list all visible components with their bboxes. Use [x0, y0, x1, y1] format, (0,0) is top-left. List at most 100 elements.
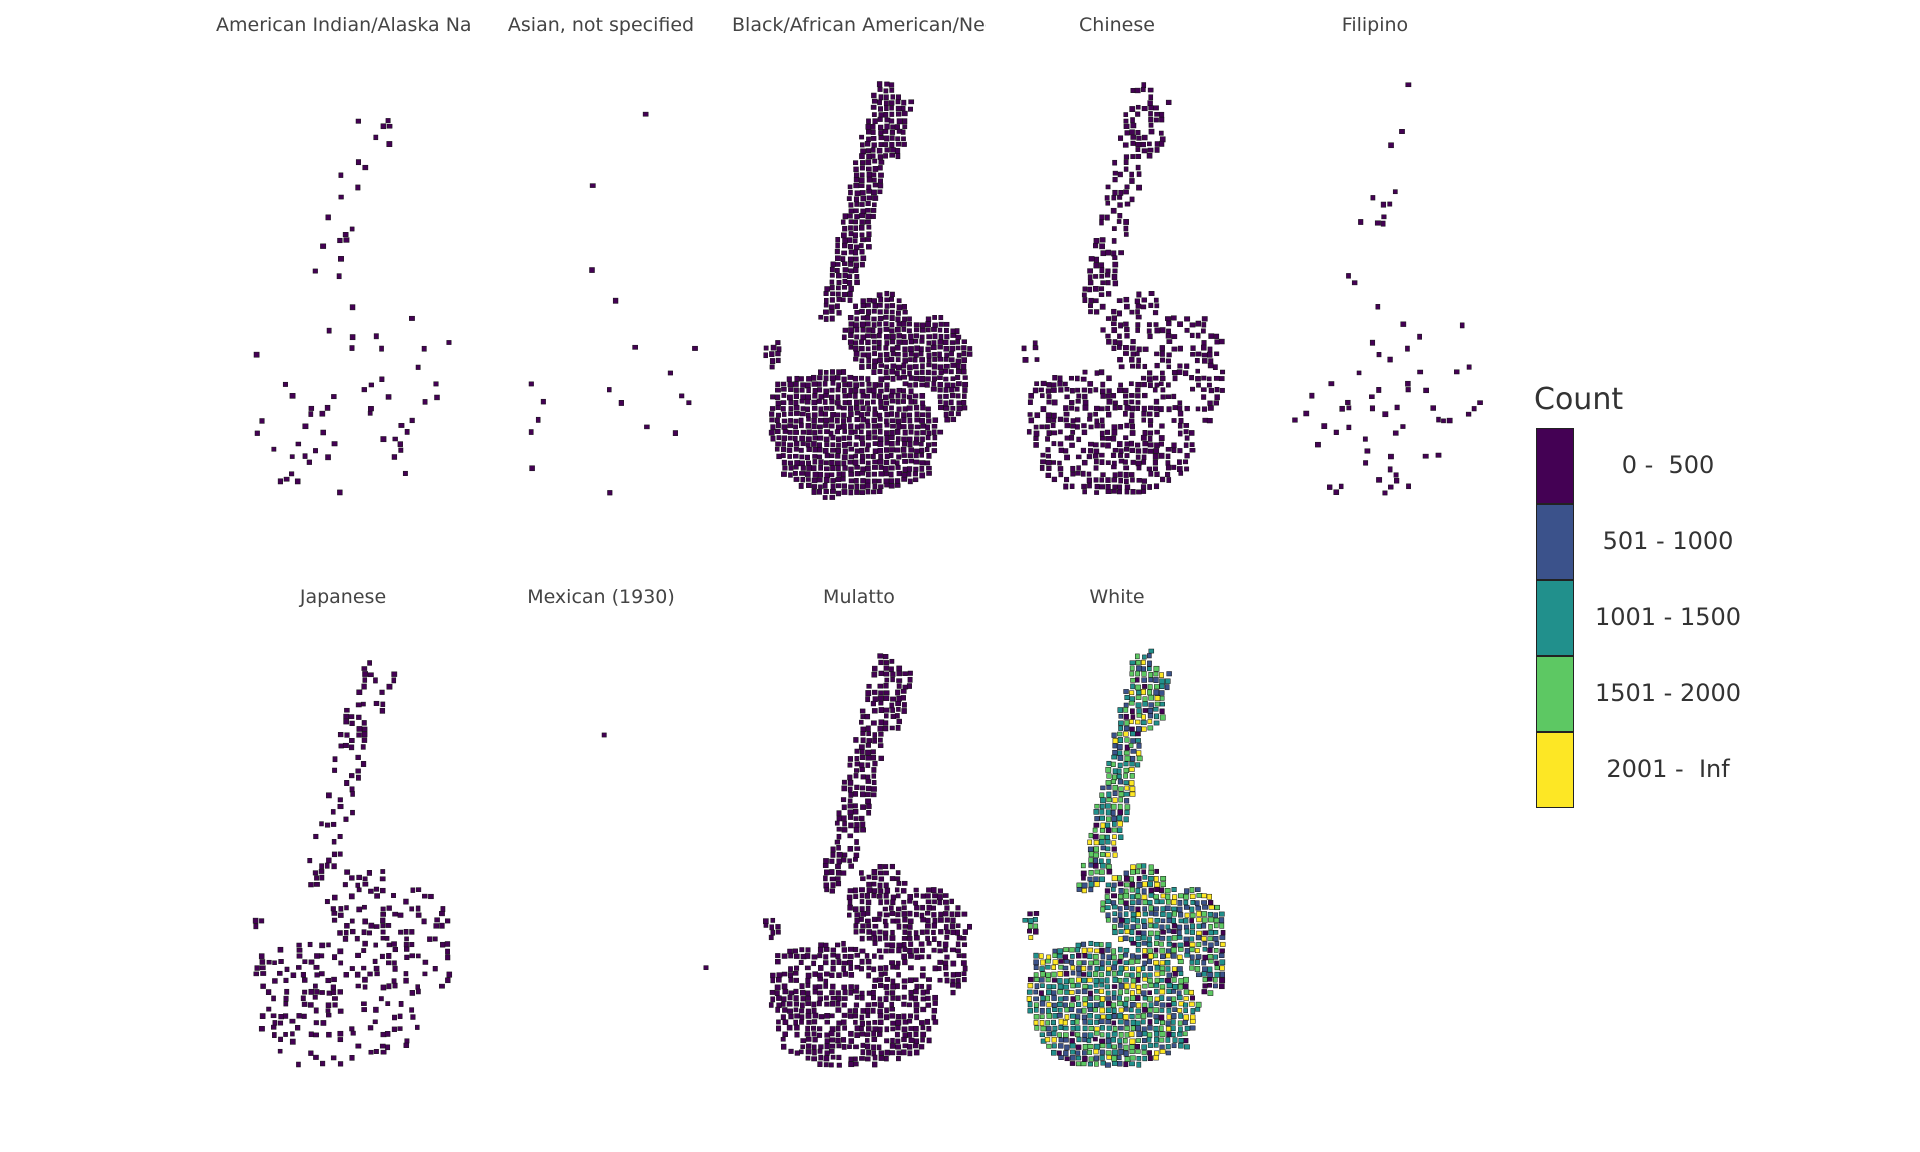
census-tract — [811, 489, 817, 495]
census-tract — [872, 435, 878, 440]
census-tract — [1118, 965, 1124, 972]
census-tract — [907, 924, 913, 930]
census-tract — [859, 364, 865, 370]
census-tract — [919, 983, 925, 989]
census-tract — [1105, 291, 1112, 297]
census-tract — [914, 436, 920, 442]
census-tract — [306, 459, 312, 465]
census-tract — [871, 112, 877, 117]
census-tract — [1159, 345, 1165, 351]
census-tract — [884, 382, 890, 388]
census-tract — [1189, 332, 1195, 338]
census-tract — [1153, 322, 1159, 327]
census-tract — [1128, 440, 1134, 447]
census-tract — [962, 387, 968, 393]
census-tract — [1183, 423, 1190, 428]
census-tract — [313, 1054, 319, 1060]
census-tract — [944, 934, 950, 940]
census-tract — [829, 375, 836, 382]
census-tract — [362, 976, 368, 983]
census-tract — [804, 953, 811, 959]
census-tract — [444, 941, 451, 947]
census-tract — [409, 929, 415, 935]
census-tract — [854, 274, 860, 279]
census-tract — [829, 1048, 835, 1054]
census-tract — [908, 995, 914, 1001]
census-tract — [391, 671, 398, 677]
census-tract — [949, 345, 956, 352]
census-tract — [1057, 989, 1064, 995]
census-tract — [1166, 320, 1172, 327]
census-tract — [877, 178, 883, 184]
census-tract — [823, 983, 829, 989]
census-tract — [1116, 219, 1122, 224]
census-tract — [1147, 1050, 1152, 1056]
census-tract — [1100, 423, 1105, 429]
census-tract — [1088, 303, 1093, 309]
census-tract — [956, 381, 962, 387]
census-tract — [1124, 905, 1129, 910]
census-tract — [1159, 978, 1165, 983]
census-tract — [871, 423, 878, 429]
census-tract — [1063, 947, 1069, 953]
census-tract — [914, 1014, 920, 1021]
census-tract — [793, 995, 799, 1002]
census-tract — [950, 989, 956, 996]
census-tract — [877, 423, 883, 429]
census-tract — [1040, 452, 1046, 458]
census-tract — [901, 417, 907, 423]
census-tract — [829, 387, 835, 393]
census-tract — [836, 959, 842, 965]
census-tract — [889, 666, 894, 672]
census-tract — [1153, 483, 1160, 490]
census-tract — [1147, 917, 1154, 924]
census-tract — [1135, 719, 1141, 725]
census-tract — [1136, 363, 1141, 369]
census-tract — [859, 440, 866, 447]
census-tract — [884, 713, 889, 719]
census-tract — [919, 393, 926, 399]
census-tract — [878, 363, 885, 368]
census-tract — [331, 989, 337, 995]
census-tract — [878, 112, 885, 118]
census-tract — [1081, 960, 1087, 965]
census-tract — [1123, 960, 1130, 966]
census-tract — [823, 858, 829, 864]
census-tract — [348, 893, 355, 900]
census-tract — [1069, 400, 1075, 406]
census-tract — [1068, 990, 1075, 995]
census-tract — [781, 1001, 786, 1007]
census-tract — [308, 882, 314, 888]
census-tract — [373, 700, 380, 706]
census-tract — [1148, 302, 1154, 308]
census-tract — [860, 714, 866, 720]
census-tract — [872, 935, 878, 942]
census-tract — [842, 429, 847, 434]
census-tract — [1087, 1061, 1093, 1067]
census-tract — [1070, 423, 1076, 429]
census-tract — [1140, 965, 1146, 971]
census-tract — [1087, 947, 1094, 953]
census-tract — [1112, 960, 1118, 966]
census-tract — [943, 960, 949, 966]
census-tract — [883, 996, 889, 1003]
census-tract — [1080, 470, 1086, 477]
census-tract — [1152, 310, 1159, 316]
census-tract — [907, 1013, 913, 1019]
census-tract — [884, 297, 890, 303]
census-tract — [870, 720, 877, 726]
census-tract — [1111, 321, 1117, 327]
census-tract — [895, 713, 900, 719]
census-tract — [853, 303, 858, 309]
census-tract — [1094, 948, 1100, 954]
census-tract — [798, 447, 804, 453]
census-tract — [1154, 362, 1160, 369]
census-tract — [872, 732, 877, 738]
census-tract — [871, 142, 877, 148]
tract-map — [601, 732, 709, 970]
census-tract — [1166, 928, 1172, 934]
census-tract — [888, 478, 895, 484]
census-tract — [890, 1026, 896, 1032]
census-tract — [361, 965, 367, 971]
census-tract — [1362, 436, 1368, 442]
